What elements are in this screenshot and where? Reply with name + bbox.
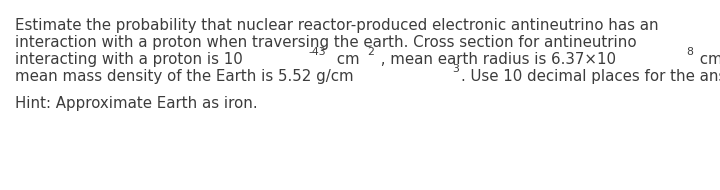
Text: Hint: Approximate Earth as iron.: Hint: Approximate Earth as iron. — [15, 96, 258, 111]
Text: . Use 10 decimal places for the answer.: . Use 10 decimal places for the answer. — [461, 69, 720, 84]
Text: interaction with a proton when traversing the earth. Cross section for antineutr: interaction with a proton when traversin… — [15, 35, 636, 50]
Text: cm, and: cm, and — [695, 52, 720, 67]
Text: mean mass density of the Earth is 5.52 g/cm: mean mass density of the Earth is 5.52 g… — [15, 69, 354, 84]
Text: cm: cm — [332, 52, 359, 67]
Text: 3: 3 — [452, 64, 459, 74]
Text: -43: -43 — [309, 47, 326, 57]
Text: 8: 8 — [686, 47, 693, 57]
Text: interacting with a proton is 10: interacting with a proton is 10 — [15, 52, 243, 67]
Text: , mean earth radius is 6.37×10: , mean earth radius is 6.37×10 — [376, 52, 616, 67]
Text: 2: 2 — [367, 47, 374, 57]
Text: Estimate the probability that nuclear reactor-produced electronic antineutrino h: Estimate the probability that nuclear re… — [15, 18, 659, 33]
